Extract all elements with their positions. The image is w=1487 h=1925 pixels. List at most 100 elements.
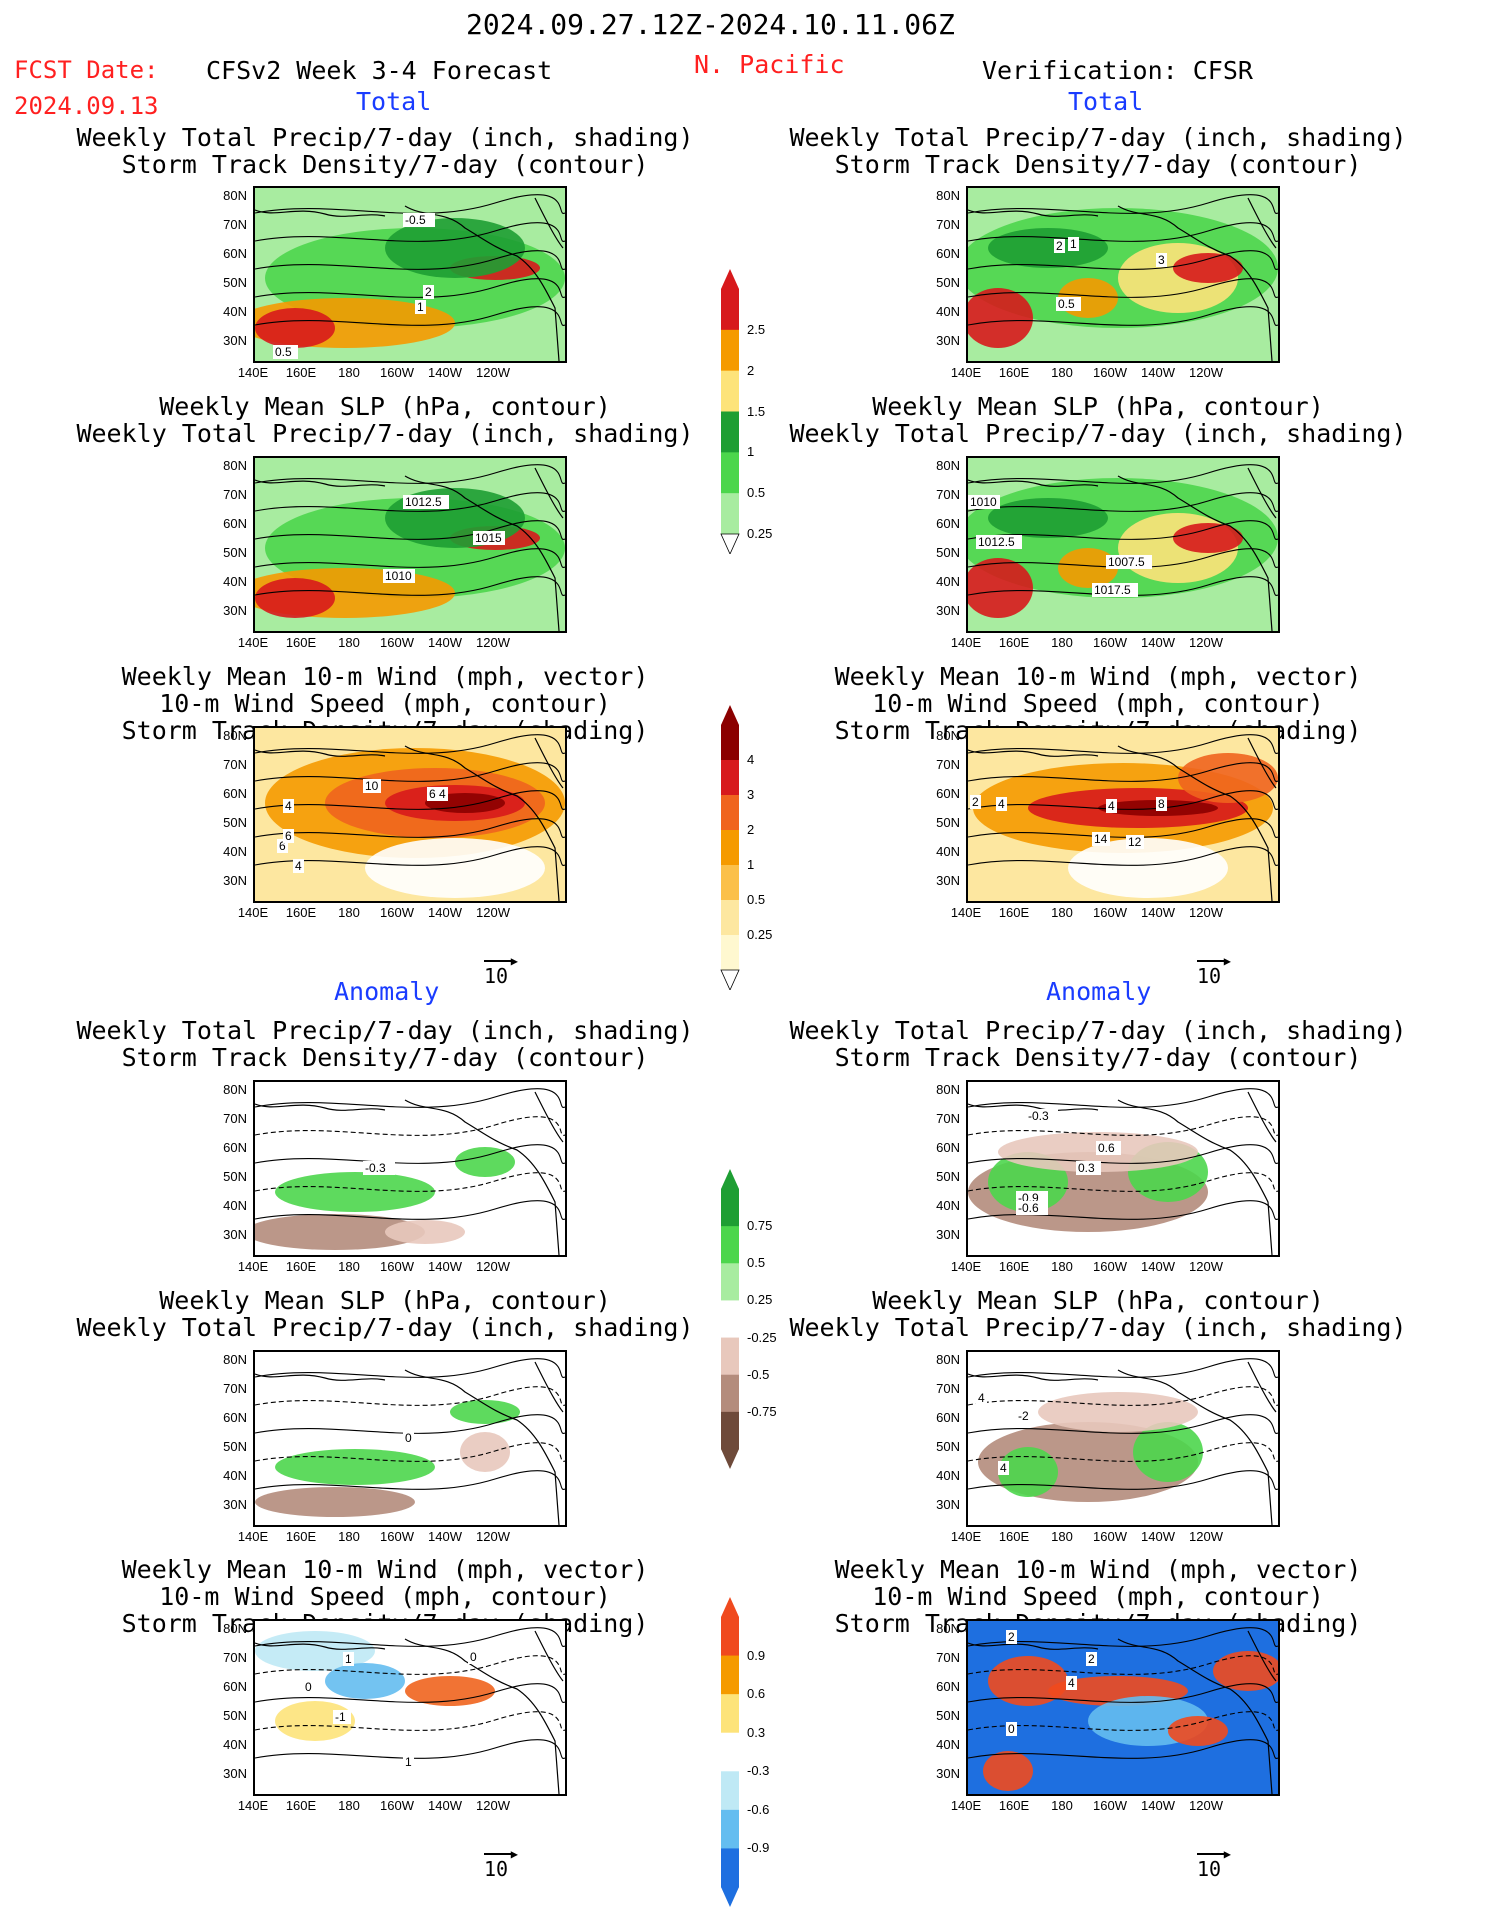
contour-label: 4 — [283, 799, 294, 813]
lon-label: 160W — [1093, 1798, 1127, 1813]
colorbar-label: 0.5 — [747, 892, 766, 907]
colorbar-label: -0.75 — [747, 1403, 777, 1419]
contour-label: 0.6 — [1096, 1141, 1121, 1155]
contour-label: 4 — [996, 797, 1007, 811]
lon-label: 140E — [237, 905, 269, 920]
svg-text:2: 2 — [425, 285, 432, 299]
lon-label: 180 — [338, 635, 360, 650]
section-total-right: Total — [1068, 87, 1144, 116]
colorbar-label: 1 — [747, 857, 755, 872]
lon-label: 160W — [380, 1529, 414, 1544]
lon-label: 140E — [950, 365, 982, 380]
lon-label: 160W — [380, 1259, 414, 1274]
svg-text:0.5: 0.5 — [275, 345, 292, 359]
contour-label: 1015 — [473, 531, 505, 545]
map-panel-l3: 10 6 4 4 6 4 6 — [253, 726, 567, 903]
colorbar-swatch — [721, 1263, 739, 1301]
svg-text:2: 2 — [1008, 1630, 1015, 1644]
lon-label: 160E — [285, 1259, 317, 1274]
lat-label: 60N — [936, 246, 960, 261]
colorbar-label: -0.3 — [747, 1763, 770, 1779]
contour-label: -2 — [1016, 1409, 1034, 1423]
map-panel-r4: -0.3 0.6 0.3 -0.9 -0.6 — [966, 1080, 1280, 1257]
svg-text:-0.5: -0.5 — [405, 213, 426, 227]
colorbar-swatch — [721, 289, 739, 331]
lon-label: 120W — [476, 1798, 510, 1813]
lat-label: 60N — [223, 246, 247, 261]
lat-label: 80N — [936, 458, 960, 473]
lat-label: 40N — [936, 574, 960, 589]
svg-text:14: 14 — [1094, 832, 1108, 846]
colorbar-label: 2.5 — [747, 321, 766, 337]
lat-label: 30N — [223, 1497, 247, 1512]
svg-text:4: 4 — [285, 799, 292, 813]
lat-label: 60N — [223, 1679, 247, 1694]
contour-label: 10 — [363, 779, 381, 793]
lat-label: 30N — [223, 1227, 247, 1242]
lon-label: 180 — [338, 905, 360, 920]
lat-label: 50N — [936, 815, 960, 830]
svg-text:2: 2 — [1088, 1652, 1095, 1666]
lat-label: 80N — [223, 458, 247, 473]
lat-label: 50N — [936, 1439, 960, 1454]
lat-label: 30N — [936, 1766, 960, 1781]
contour-label: 4 — [1106, 799, 1117, 813]
lat-label: 70N — [936, 1381, 960, 1396]
lat-label: 70N — [223, 1381, 247, 1396]
title-l1: Weekly Total Precip/7-day (inch, shading… — [76, 123, 694, 179]
lat-label: 30N — [223, 1766, 247, 1781]
vector-ref-r3: ▶ 10 — [1197, 954, 1231, 988]
lat-label: 80N — [936, 1082, 960, 1097]
lat-label: 70N — [936, 1111, 960, 1126]
contour-label: 2 — [423, 285, 434, 299]
section-anomaly-left: Anomaly — [334, 977, 440, 1006]
lat-label: 80N — [936, 188, 960, 203]
contour-label: 0 — [403, 1431, 414, 1445]
svg-text:6: 6 — [279, 839, 286, 853]
svg-text:2: 2 — [1056, 239, 1063, 253]
lat-label: 80N — [936, 1621, 960, 1636]
colorbar-label: -0.5 — [747, 1366, 770, 1382]
lon-label: 140E — [237, 635, 269, 650]
contour-label: 4 — [437, 787, 448, 801]
contour-label: 6 — [277, 839, 288, 853]
lat-label: 30N — [936, 333, 960, 348]
lon-label: 140E — [237, 1259, 269, 1274]
lon-label: 120W — [1189, 905, 1223, 920]
colorbar-swatch — [721, 1337, 739, 1376]
contour-label: 2 — [1054, 239, 1065, 253]
svg-text:0.3: 0.3 — [1078, 1161, 1095, 1175]
lon-label: 140E — [237, 1798, 269, 1813]
lon-label: 120W — [476, 905, 510, 920]
fcst-date-label: FCST Date: — [14, 56, 159, 84]
svg-text:4: 4 — [295, 859, 302, 873]
region-label: N. Pacific — [694, 50, 845, 79]
lon-label: 180 — [1051, 1259, 1073, 1274]
contour-label: 3 — [1156, 253, 1167, 267]
svg-text:1: 1 — [417, 300, 424, 314]
title-l4: Weekly Total Precip/7-day (inch, shading… — [76, 1016, 694, 1072]
lat-label: 30N — [936, 1227, 960, 1242]
svg-text:0.6: 0.6 — [1098, 1141, 1115, 1155]
lon-label: 120W — [1189, 365, 1223, 380]
map-panel-l2: 1012.5 1015 1010 — [253, 456, 567, 633]
title-r5: Weekly Mean SLP (hPa, contour) Weekly Tot… — [789, 1286, 1407, 1342]
lon-label: 140W — [1141, 635, 1175, 650]
lon-label: 140W — [1141, 1798, 1175, 1813]
title-r1: Weekly Total Precip/7-day (inch, shading… — [789, 123, 1407, 179]
svg-text:1: 1 — [1070, 237, 1077, 251]
contour-label: 0 — [303, 1680, 314, 1694]
lat-label: 70N — [936, 217, 960, 232]
lon-label: 140W — [428, 635, 462, 650]
colorbar-label: 0.3 — [747, 1724, 766, 1740]
lat-label: 40N — [936, 844, 960, 859]
lon-label: 160E — [998, 635, 1030, 650]
map-panel-r5: 4 -2 4 — [966, 1350, 1280, 1527]
colorbar-label: -0.6 — [747, 1801, 770, 1817]
lon-label: 140E — [237, 365, 269, 380]
lat-label: 40N — [223, 1198, 247, 1213]
lat-label: 80N — [223, 728, 247, 743]
contour-label: -1 — [333, 1710, 351, 1724]
contour-label: 2 — [970, 795, 981, 809]
colorbar-label: -0.9 — [747, 1840, 770, 1856]
